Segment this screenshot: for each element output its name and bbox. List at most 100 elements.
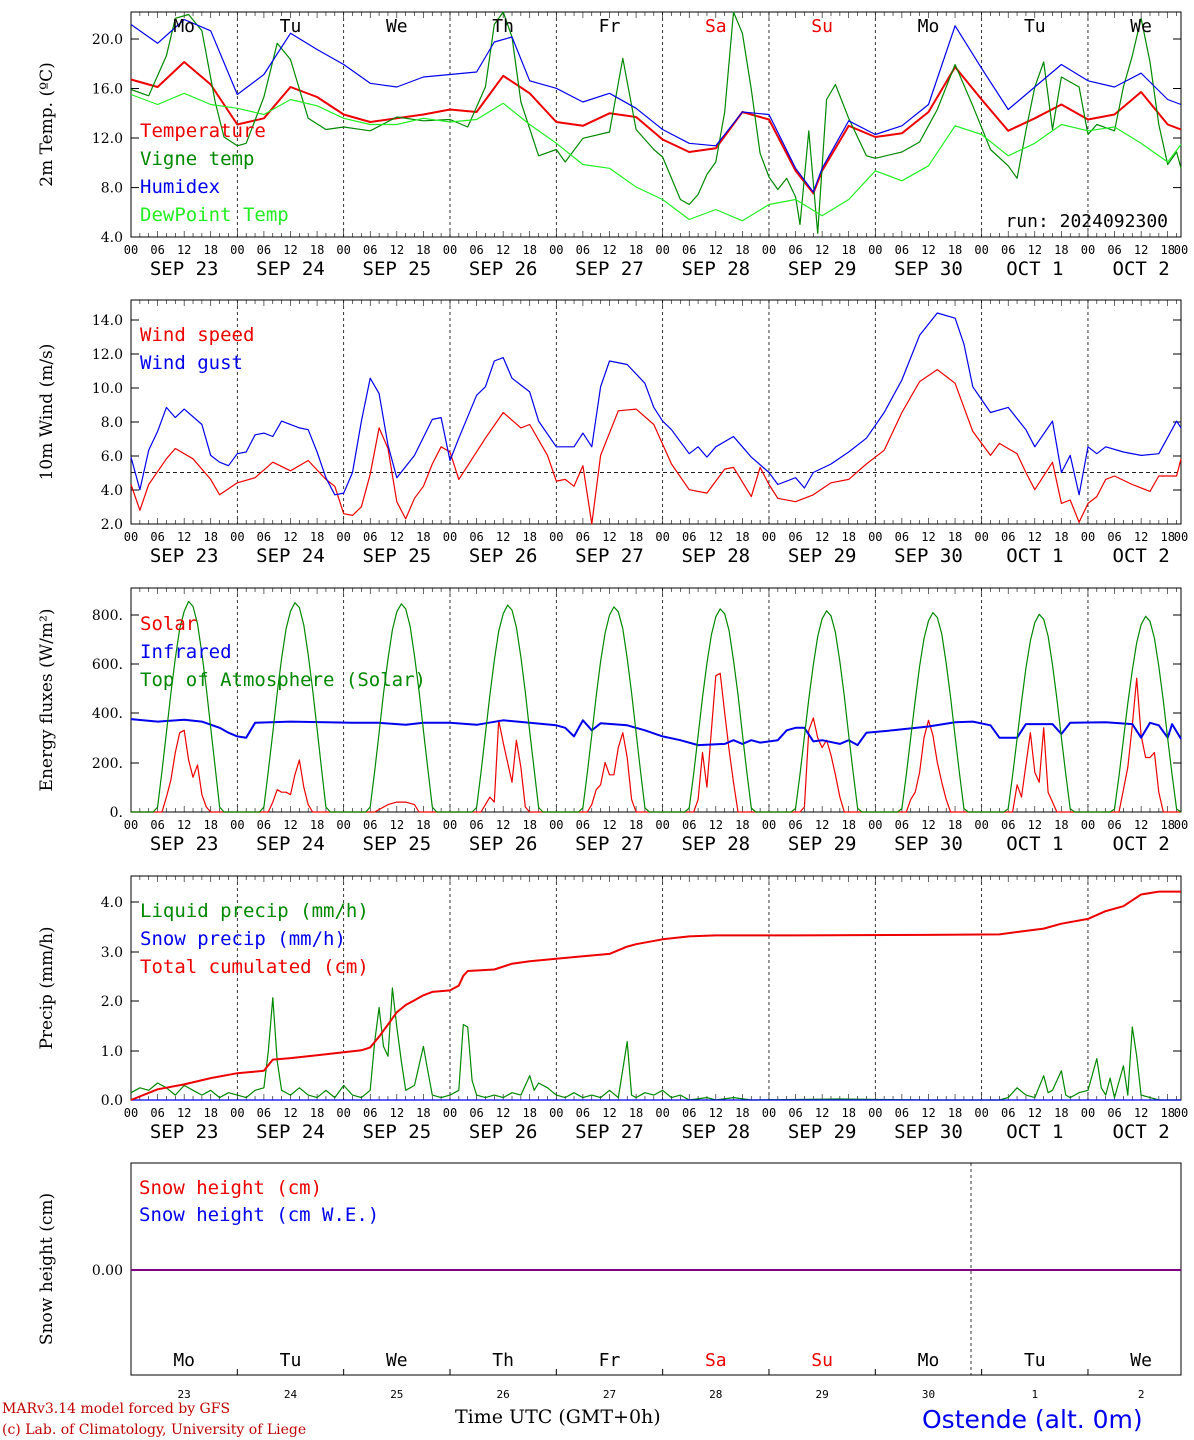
hour-label: 12	[921, 818, 935, 832]
hour-label: 06	[150, 530, 164, 544]
hour-label: 12	[177, 818, 191, 832]
legend-entry: DewPoint Temp	[140, 204, 289, 226]
series-line	[130, 61, 1182, 195]
hour-label: 00	[1174, 243, 1188, 257]
hour-label: 06	[576, 243, 590, 257]
legend-entry: Snow height (cm W.E.)	[139, 1204, 379, 1226]
run-annotation: run: 2024092300	[1005, 211, 1168, 232]
date-label: OCT 1	[1006, 1121, 1063, 1143]
hour-label: 12	[1028, 1106, 1042, 1120]
hour-label: 12	[283, 1106, 297, 1120]
hour-label: 06	[363, 1106, 377, 1120]
day-number: 1	[1031, 1388, 1038, 1401]
hour-label: 18	[841, 1106, 855, 1120]
hour-label: 12	[602, 1106, 616, 1120]
y-tick-label: 12.0	[92, 131, 123, 147]
hour-label: 00	[443, 243, 457, 257]
hour-label: 18	[735, 243, 749, 257]
hour-label: 00	[230, 530, 244, 544]
hour-label: 18	[310, 818, 324, 832]
hour-label: 00	[230, 1106, 244, 1120]
hour-label: 12	[496, 818, 510, 832]
hour-label: 12	[177, 243, 191, 257]
hour-label: 00	[868, 1106, 882, 1120]
date-label: SEP 27	[575, 258, 644, 280]
day-name: We	[386, 1350, 408, 1371]
day-number: 28	[709, 1388, 722, 1401]
date-label: SEP 29	[788, 545, 857, 567]
y-axis-label: 10m Wind (m/s)	[37, 344, 57, 481]
hour-label: 06	[150, 243, 164, 257]
date-label: SEP 29	[788, 833, 857, 855]
hour-label: 18	[310, 243, 324, 257]
series-line	[130, 18, 1182, 193]
hour-label: 06	[895, 530, 909, 544]
y-axis-label: 2m Temp. (ºC)	[37, 62, 57, 187]
date-label: SEP 30	[894, 545, 963, 567]
hour-label: 00	[868, 818, 882, 832]
hour-label: 12	[283, 243, 297, 257]
panel-2: 10m Wind (m/s) 2.0 4.0 6.0 8.0 10.0 12.0 14.0 00…	[37, 299, 1188, 567]
hour-label: 00	[1174, 1106, 1188, 1120]
hour-label: 12	[390, 243, 404, 257]
hour-label: 18	[523, 530, 537, 544]
hour-label: 12	[1134, 243, 1148, 257]
hour-label: 18	[629, 1106, 643, 1120]
day-name: Fr	[599, 16, 621, 37]
hour-label: 00	[868, 530, 882, 544]
hour-label: 12	[602, 530, 616, 544]
hour-label: 12	[815, 1106, 829, 1120]
y-axis-label: Precip (mm/h)	[37, 926, 57, 1049]
date-label: OCT 2	[1113, 1121, 1170, 1143]
hour-label: 06	[150, 1106, 164, 1120]
hour-label: 12	[1134, 818, 1148, 832]
date-label: SEP 25	[363, 1121, 432, 1143]
hour-label: 06	[363, 818, 377, 832]
date-label: SEP 28	[681, 545, 750, 567]
hour-label: 06	[469, 530, 483, 544]
date-label: SEP 24	[256, 545, 325, 567]
y-tick-label: 16.0	[92, 82, 123, 98]
day-name: Mo	[173, 1350, 195, 1371]
y-tick-label: 10.0	[92, 381, 123, 397]
legend-entry: Solar	[140, 613, 197, 635]
hour-label: 06	[576, 1106, 590, 1120]
date-label: SEP 26	[469, 545, 538, 567]
hour-label: 06	[576, 530, 590, 544]
y-tick-label: 4.0	[101, 895, 123, 911]
date-label: SEP 23	[150, 833, 219, 855]
hour-label: 06	[895, 1106, 909, 1120]
y-tick-label: 200.	[92, 756, 123, 772]
day-number: 30	[922, 1388, 935, 1401]
hour-label: 12	[283, 818, 297, 832]
hour-label: 12	[496, 243, 510, 257]
hour-label: 12	[709, 1106, 723, 1120]
hour-label: 06	[682, 818, 696, 832]
series-line	[131, 600, 1182, 813]
hour-label: 18	[948, 530, 962, 544]
chart-footer: MARv3.14 model forced by GFS (c) Lab. of…	[2, 1401, 1143, 1438]
hour-label: 00	[974, 530, 988, 544]
date-label: SEP 23	[150, 545, 219, 567]
hour-label: 12	[602, 818, 616, 832]
hour-label: 06	[257, 818, 271, 832]
date-label: SEP 29	[788, 1121, 857, 1143]
station-name: Ostende (alt. 0m)	[922, 1405, 1143, 1434]
hour-label: 00	[124, 530, 138, 544]
hour-label: 06	[788, 243, 802, 257]
date-label: SEP 26	[469, 1121, 538, 1143]
day-name: Su	[811, 16, 833, 37]
panel-3: Energy fluxes (W/m²) 0. 200. 400. 600. 800. 00…	[37, 587, 1188, 855]
day-name: We	[386, 16, 408, 37]
day-number: 2	[1138, 1388, 1145, 1401]
hour-label: 00	[443, 818, 457, 832]
hour-label: 06	[788, 818, 802, 832]
hour-label: 12	[496, 1106, 510, 1120]
hour-label: 00	[124, 1106, 138, 1120]
date-label: SEP 30	[894, 1121, 963, 1143]
day-number: 29	[816, 1388, 829, 1401]
legend-entry: Total cumulated (cm)	[140, 956, 369, 978]
hour-label: 18	[841, 818, 855, 832]
hour-label: 06	[150, 818, 164, 832]
